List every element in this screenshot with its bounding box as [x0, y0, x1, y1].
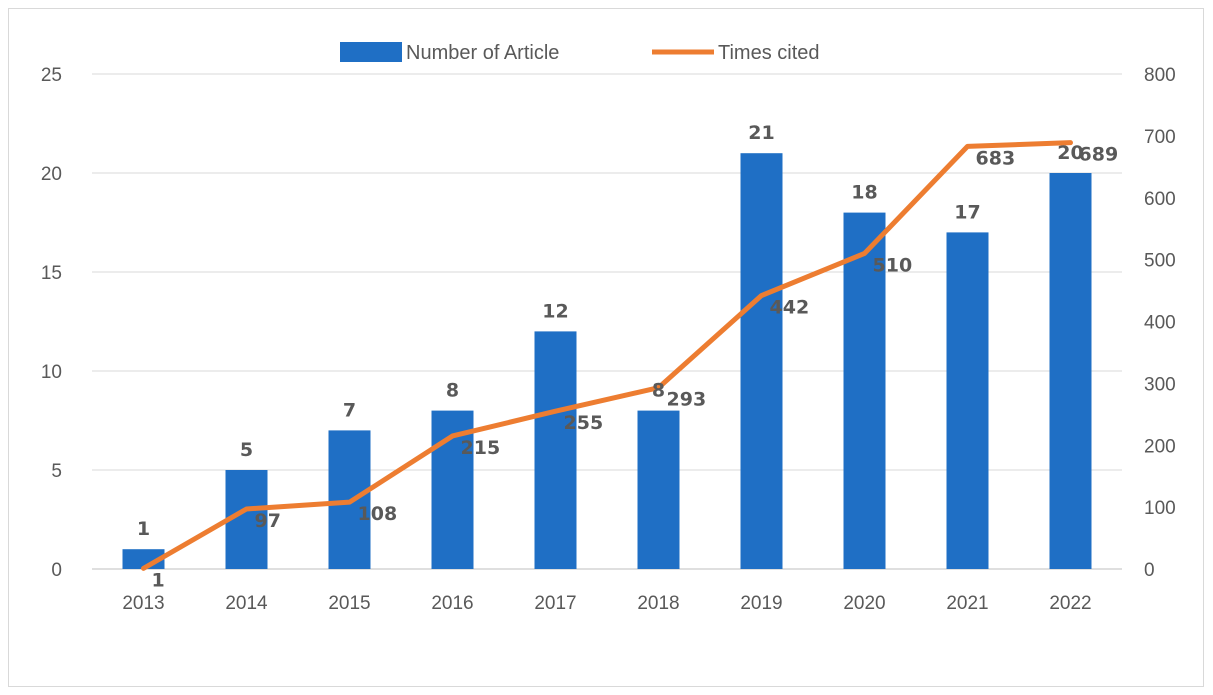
x-axis-ticks: 2013 2014 2015 2016 2017 2018 2019 2020 2021 2022	[122, 593, 1091, 614]
bar-value-label: 5	[240, 439, 253, 461]
line-value-label: 689	[1079, 144, 1119, 166]
left-axis-tick: 15	[41, 263, 62, 284]
line-value-label: 108	[358, 503, 398, 525]
right-axis-tick: 800	[1144, 65, 1176, 86]
line-value-label: 255	[564, 412, 604, 434]
x-axis-tick: 2018	[637, 593, 679, 614]
bar-2021	[946, 232, 989, 569]
x-axis-tick: 2015	[328, 593, 370, 614]
right-axis-tick: 100	[1144, 498, 1176, 519]
legend: Number of Article Times cited	[340, 42, 820, 64]
legend-label-articles: Number of Article	[406, 42, 559, 64]
bar-2017	[534, 331, 577, 569]
line-value-label: 293	[667, 389, 707, 411]
line-value-label: 97	[255, 510, 281, 532]
bar-2019	[740, 153, 783, 569]
left-axis-ticks: 0 5 10 15 20 25	[41, 65, 62, 581]
bar-2022	[1049, 173, 1092, 569]
right-axis-ticks: 0 100 200 300 400 500 600 700 800	[1144, 65, 1176, 581]
left-axis-tick: 0	[51, 560, 62, 581]
left-axis-tick: 5	[51, 461, 62, 482]
right-axis-tick: 700	[1144, 127, 1176, 148]
line-value-label: 442	[770, 297, 810, 319]
legend-label-citations: Times cited	[718, 42, 820, 64]
x-axis-tick: 2016	[431, 593, 473, 614]
chart-frame	[8, 8, 1204, 687]
bar-value-label: 1	[137, 518, 150, 540]
bar-value-label: 8	[446, 380, 459, 402]
bar-value-label: 18	[851, 182, 877, 204]
bar-data-labels: 1 5 7 8 12 8 21 18 17 20	[137, 122, 1084, 540]
bar-value-label: 17	[954, 201, 980, 223]
x-axis-tick: 2014	[225, 593, 268, 614]
x-axis-tick: 2020	[843, 593, 885, 614]
x-axis-tick: 2022	[1049, 593, 1091, 614]
bar-2018	[637, 410, 680, 569]
line-data-labels: 1 97 108 215 255 293 442 510 683 689	[152, 144, 1119, 592]
line-value-label: 1	[152, 569, 165, 591]
line-value-label: 510	[873, 254, 913, 276]
right-axis-tick: 0	[1144, 560, 1155, 581]
legend-swatch-articles	[340, 42, 402, 62]
line-series	[141, 140, 1073, 571]
right-axis-tick: 300	[1144, 374, 1176, 395]
left-axis-tick: 25	[41, 65, 62, 86]
right-axis-tick: 500	[1144, 251, 1176, 272]
x-axis-tick: 2013	[122, 593, 164, 614]
bar-2020	[843, 212, 886, 569]
bar-value-label: 12	[542, 300, 568, 322]
right-axis-tick: 400	[1144, 313, 1176, 334]
bar-value-label: 8	[652, 380, 665, 402]
right-axis-tick: 600	[1144, 189, 1176, 210]
left-axis-tick: 10	[41, 362, 62, 383]
x-axis-tick: 2017	[534, 593, 576, 614]
line-value-label: 683	[976, 147, 1016, 169]
bar-value-label: 21	[748, 122, 774, 144]
left-axis-tick: 20	[41, 164, 62, 185]
citation-line	[141, 140, 1073, 571]
bar-value-label: 20	[1057, 142, 1083, 164]
bar-value-label: 7	[343, 399, 356, 421]
right-axis-tick: 200	[1144, 436, 1176, 457]
x-axis-tick: 2021	[946, 593, 988, 614]
line-value-label: 215	[461, 437, 501, 459]
x-axis-tick: 2019	[740, 593, 782, 614]
